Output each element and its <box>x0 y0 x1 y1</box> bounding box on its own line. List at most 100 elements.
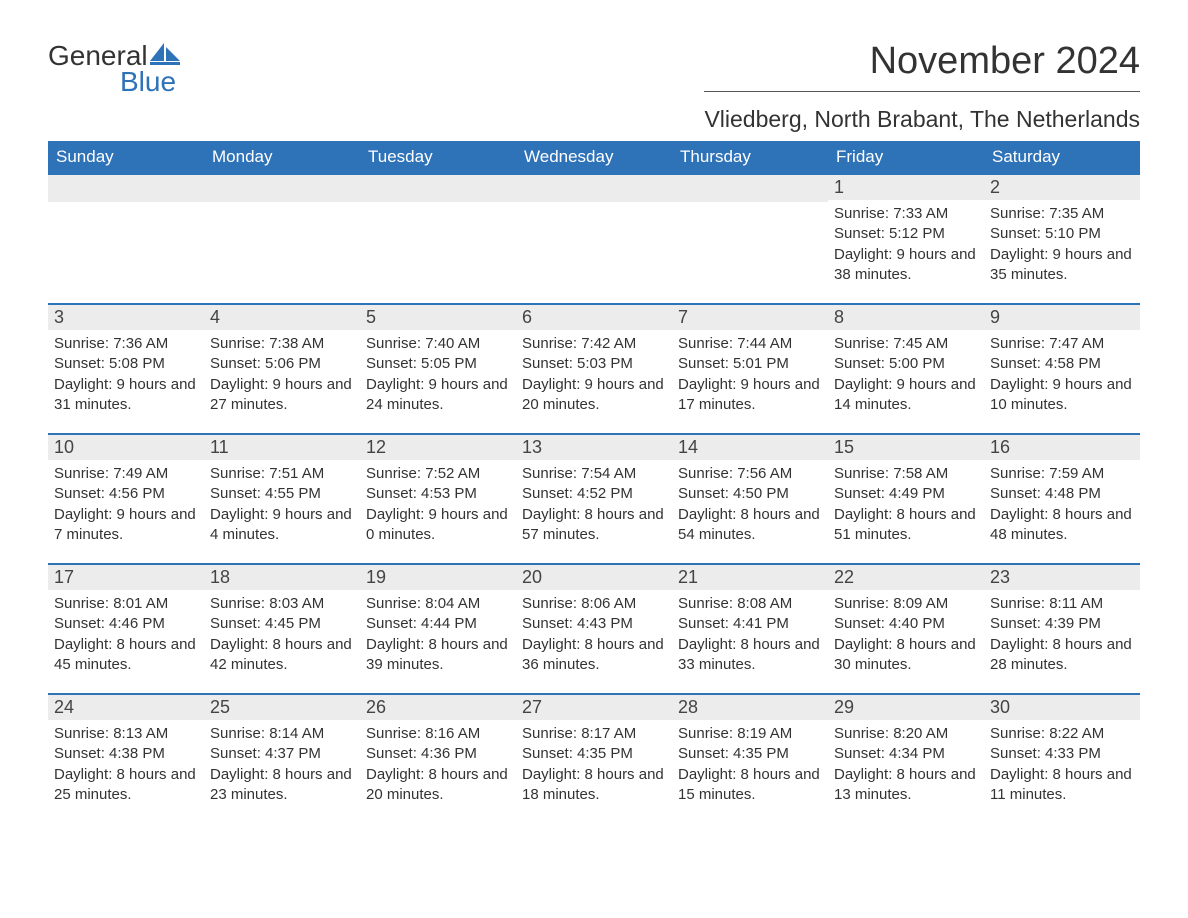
day-cell: 28Sunrise: 8:19 AMSunset: 4:35 PMDayligh… <box>672 695 828 811</box>
day-number: 19 <box>360 565 516 590</box>
title-divider <box>704 91 1140 92</box>
day-number: 16 <box>984 435 1140 460</box>
sunset-text: Sunset: 4:37 PM <box>210 744 354 764</box>
week-row: 1Sunrise: 7:33 AMSunset: 5:12 PMDaylight… <box>48 173 1140 291</box>
day-cell: 12Sunrise: 7:52 AMSunset: 4:53 PMDayligh… <box>360 435 516 551</box>
sunrise-text: Sunrise: 8:11 AM <box>990 594 1134 614</box>
daylight-text: Daylight: 9 hours and 0 minutes. <box>366 505 510 546</box>
day-cell: 1Sunrise: 7:33 AMSunset: 5:12 PMDaylight… <box>828 175 984 291</box>
daylight-text: Daylight: 8 hours and 11 minutes. <box>990 765 1134 806</box>
day-body: Sunrise: 8:11 AMSunset: 4:39 PMDaylight:… <box>984 590 1140 681</box>
day-cell: 11Sunrise: 7:51 AMSunset: 4:55 PMDayligh… <box>204 435 360 551</box>
sunset-text: Sunset: 4:38 PM <box>54 744 198 764</box>
sunrise-text: Sunrise: 8:19 AM <box>678 724 822 744</box>
day-cell: 27Sunrise: 8:17 AMSunset: 4:35 PMDayligh… <box>516 695 672 811</box>
day-body: Sunrise: 7:51 AMSunset: 4:55 PMDaylight:… <box>204 460 360 551</box>
day-cell: 21Sunrise: 8:08 AMSunset: 4:41 PMDayligh… <box>672 565 828 681</box>
sunset-text: Sunset: 5:01 PM <box>678 354 822 374</box>
sunrise-text: Sunrise: 8:03 AM <box>210 594 354 614</box>
day-cell: 2Sunrise: 7:35 AMSunset: 5:10 PMDaylight… <box>984 175 1140 291</box>
daylight-text: Daylight: 9 hours and 35 minutes. <box>990 245 1134 286</box>
sunset-text: Sunset: 5:06 PM <box>210 354 354 374</box>
sunset-text: Sunset: 4:44 PM <box>366 614 510 634</box>
sunrise-text: Sunrise: 7:44 AM <box>678 334 822 354</box>
calendar: SundayMondayTuesdayWednesdayThursdayFrid… <box>48 141 1140 811</box>
sunset-text: Sunset: 4:35 PM <box>522 744 666 764</box>
daylight-text: Daylight: 8 hours and 20 minutes. <box>366 765 510 806</box>
title-block: November 2024 Vliedberg, North Brabant, … <box>704 40 1140 133</box>
day-body: Sunrise: 8:04 AMSunset: 4:44 PMDaylight:… <box>360 590 516 681</box>
week-row: 3Sunrise: 7:36 AMSunset: 5:08 PMDaylight… <box>48 303 1140 421</box>
day-body: Sunrise: 8:22 AMSunset: 4:33 PMDaylight:… <box>984 720 1140 811</box>
sunset-text: Sunset: 4:48 PM <box>990 484 1134 504</box>
day-cell <box>672 175 828 291</box>
sunset-text: Sunset: 4:49 PM <box>834 484 978 504</box>
weekday-header: Wednesday <box>516 141 672 173</box>
sunrise-text: Sunrise: 7:40 AM <box>366 334 510 354</box>
sunset-text: Sunset: 4:36 PM <box>366 744 510 764</box>
week-row: 10Sunrise: 7:49 AMSunset: 4:56 PMDayligh… <box>48 433 1140 551</box>
day-cell: 16Sunrise: 7:59 AMSunset: 4:48 PMDayligh… <box>984 435 1140 551</box>
daylight-text: Daylight: 8 hours and 51 minutes. <box>834 505 978 546</box>
day-number: 12 <box>360 435 516 460</box>
sunrise-text: Sunrise: 8:01 AM <box>54 594 198 614</box>
day-cell: 5Sunrise: 7:40 AMSunset: 5:05 PMDaylight… <box>360 305 516 421</box>
sunset-text: Sunset: 4:41 PM <box>678 614 822 634</box>
daylight-text: Daylight: 9 hours and 38 minutes. <box>834 245 978 286</box>
day-body: Sunrise: 7:33 AMSunset: 5:12 PMDaylight:… <box>828 200 984 291</box>
sunrise-text: Sunrise: 7:35 AM <box>990 204 1134 224</box>
page-title: November 2024 <box>704 40 1140 83</box>
sunrise-text: Sunrise: 7:56 AM <box>678 464 822 484</box>
day-body: Sunrise: 7:36 AMSunset: 5:08 PMDaylight:… <box>48 330 204 421</box>
day-body: Sunrise: 7:35 AMSunset: 5:10 PMDaylight:… <box>984 200 1140 291</box>
day-number: 20 <box>516 565 672 590</box>
daylight-text: Daylight: 8 hours and 42 minutes. <box>210 635 354 676</box>
day-body <box>672 202 828 262</box>
daylight-text: Daylight: 8 hours and 18 minutes. <box>522 765 666 806</box>
daylight-text: Daylight: 8 hours and 15 minutes. <box>678 765 822 806</box>
day-cell: 20Sunrise: 8:06 AMSunset: 4:43 PMDayligh… <box>516 565 672 681</box>
sunrise-text: Sunrise: 7:49 AM <box>54 464 198 484</box>
day-number: 13 <box>516 435 672 460</box>
weekday-header: Saturday <box>984 141 1140 173</box>
sunrise-text: Sunrise: 7:36 AM <box>54 334 198 354</box>
day-number: 29 <box>828 695 984 720</box>
sunrise-text: Sunrise: 7:52 AM <box>366 464 510 484</box>
day-body <box>48 202 204 262</box>
sunrise-text: Sunrise: 7:33 AM <box>834 204 978 224</box>
day-cell: 15Sunrise: 7:58 AMSunset: 4:49 PMDayligh… <box>828 435 984 551</box>
weekday-header: Tuesday <box>360 141 516 173</box>
day-number: 7 <box>672 305 828 330</box>
sunrise-text: Sunrise: 8:14 AM <box>210 724 354 744</box>
week-row: 24Sunrise: 8:13 AMSunset: 4:38 PMDayligh… <box>48 693 1140 811</box>
logo-text-blue: Blue <box>120 66 176 98</box>
day-body: Sunrise: 8:20 AMSunset: 4:34 PMDaylight:… <box>828 720 984 811</box>
day-number: 4 <box>204 305 360 330</box>
day-body: Sunrise: 8:01 AMSunset: 4:46 PMDaylight:… <box>48 590 204 681</box>
daylight-text: Daylight: 9 hours and 20 minutes. <box>522 375 666 416</box>
day-cell: 19Sunrise: 8:04 AMSunset: 4:44 PMDayligh… <box>360 565 516 681</box>
daylight-text: Daylight: 8 hours and 39 minutes. <box>366 635 510 676</box>
sunset-text: Sunset: 5:12 PM <box>834 224 978 244</box>
sunset-text: Sunset: 5:00 PM <box>834 354 978 374</box>
daylight-text: Daylight: 8 hours and 57 minutes. <box>522 505 666 546</box>
day-cell: 4Sunrise: 7:38 AMSunset: 5:06 PMDaylight… <box>204 305 360 421</box>
day-cell: 3Sunrise: 7:36 AMSunset: 5:08 PMDaylight… <box>48 305 204 421</box>
day-number: 15 <box>828 435 984 460</box>
day-number: 1 <box>828 175 984 200</box>
sunset-text: Sunset: 4:55 PM <box>210 484 354 504</box>
sunrise-text: Sunrise: 7:47 AM <box>990 334 1134 354</box>
sunset-text: Sunset: 5:03 PM <box>522 354 666 374</box>
day-number <box>204 175 360 202</box>
day-body: Sunrise: 7:42 AMSunset: 5:03 PMDaylight:… <box>516 330 672 421</box>
day-body: Sunrise: 8:03 AMSunset: 4:45 PMDaylight:… <box>204 590 360 681</box>
sunset-text: Sunset: 4:46 PM <box>54 614 198 634</box>
day-body: Sunrise: 7:49 AMSunset: 4:56 PMDaylight:… <box>48 460 204 551</box>
day-body <box>516 202 672 262</box>
day-number <box>516 175 672 202</box>
day-body: Sunrise: 8:17 AMSunset: 4:35 PMDaylight:… <box>516 720 672 811</box>
day-number: 5 <box>360 305 516 330</box>
daylight-text: Daylight: 9 hours and 31 minutes. <box>54 375 198 416</box>
day-number: 22 <box>828 565 984 590</box>
daylight-text: Daylight: 8 hours and 23 minutes. <box>210 765 354 806</box>
